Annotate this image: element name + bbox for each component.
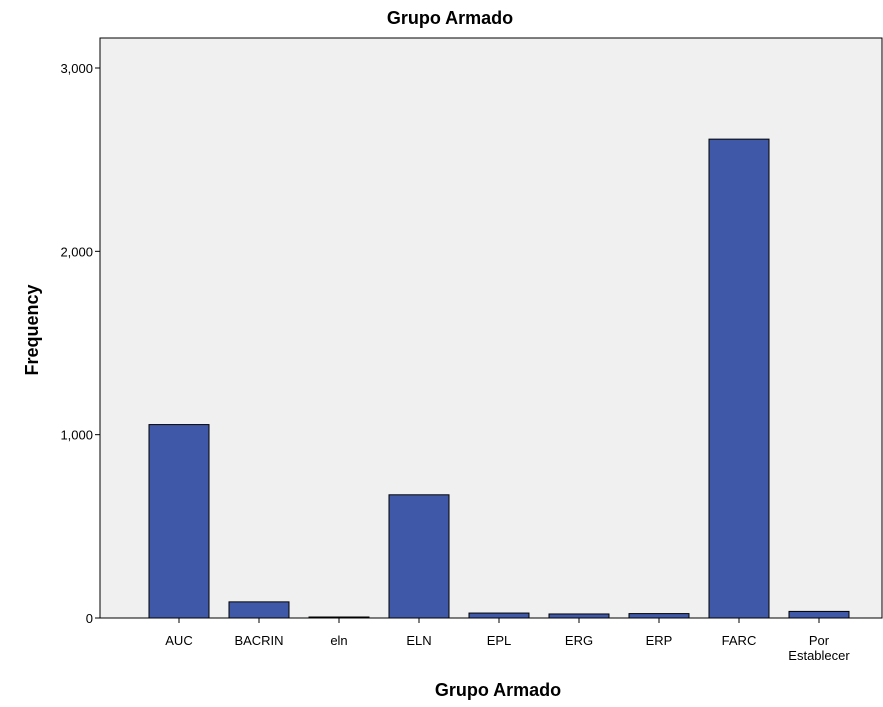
- bar-bacrin: [228, 601, 290, 619]
- x-tick-label: EPL: [487, 633, 512, 648]
- bar-eln: [308, 616, 370, 619]
- x-tick-label: eln: [330, 633, 347, 648]
- x-tick-label: BACRIN: [234, 633, 283, 648]
- bar-erg: [548, 613, 610, 619]
- chart-title: Grupo Armado: [387, 8, 513, 28]
- bar-epl: [468, 612, 530, 619]
- x-tick-label: ERP: [646, 633, 673, 648]
- x-tick-label: FARC: [722, 633, 757, 648]
- x-tick-label: AUC: [165, 633, 192, 648]
- bar-auc: [148, 424, 210, 619]
- bar-farc: [708, 138, 770, 619]
- bar-eln: [388, 494, 450, 619]
- y-tick-label: 0: [86, 611, 93, 626]
- y-tick-label: 3,000: [60, 61, 93, 76]
- y-tick-label: 1,000: [60, 428, 93, 443]
- x-axis-title: Grupo Armado: [435, 680, 561, 700]
- bars-layer: [148, 138, 850, 619]
- y-axis-title: Frequency: [22, 284, 42, 375]
- x-axis: AUC BACRIN eln ELN EPL ERG ERP FARC Por Establece…: [165, 618, 850, 663]
- y-axis: 0 1,000 2,000 3,000: [60, 61, 100, 626]
- x-tick-label: ERG: [565, 633, 593, 648]
- x-tick-label: Por Establecer: [788, 633, 850, 663]
- bar-erp: [628, 613, 690, 619]
- bar-por-establecer: [788, 610, 850, 619]
- y-tick-label: 2,000: [60, 244, 93, 259]
- x-tick-label: ELN: [406, 633, 431, 648]
